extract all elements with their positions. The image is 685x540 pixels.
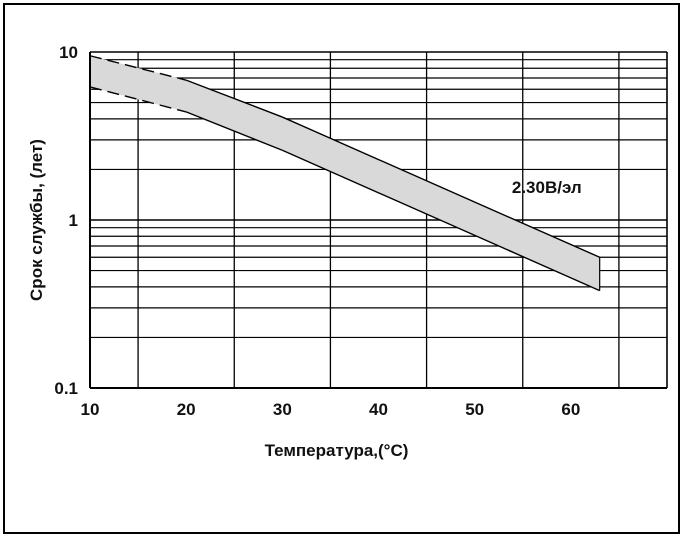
x-tick-label-5: 60 [561, 400, 580, 419]
service-life-band [89, 55, 601, 292]
y-tick-label-0: 0.1 [54, 379, 78, 398]
y-tick-label-1: 1 [69, 211, 78, 230]
band-lower-segment-1 [185, 111, 283, 151]
y-axis-title: Срок службы, (лет) [27, 139, 46, 301]
band-upper-segment-2 [282, 116, 600, 258]
axes [89, 52, 668, 389]
band-fill [90, 55, 600, 291]
x-tick-labels: 10 20 30 40 50 60 [81, 400, 581, 419]
annotations: 2.30В/эл [512, 178, 582, 197]
x-tick-label-4: 50 [465, 400, 484, 419]
band-upper-segment-1 [185, 79, 283, 118]
band-lower-segment-0 [89, 86, 187, 113]
x-tick-label-2: 30 [273, 400, 292, 419]
y-tick-labels: 0.1 1 10 [54, 43, 78, 398]
y-tick-label-2: 10 [59, 43, 78, 62]
x-tick-label-1: 20 [177, 400, 196, 419]
band-upper-segment-0 [89, 55, 187, 81]
x-tick-label-3: 40 [369, 400, 388, 419]
x-tick-label-0: 10 [81, 400, 100, 419]
band-lower-segment-2 [282, 149, 600, 292]
x-axis-title: Температура,(°C) [265, 441, 409, 460]
band-annotation-0: 2.30В/эл [512, 178, 582, 197]
